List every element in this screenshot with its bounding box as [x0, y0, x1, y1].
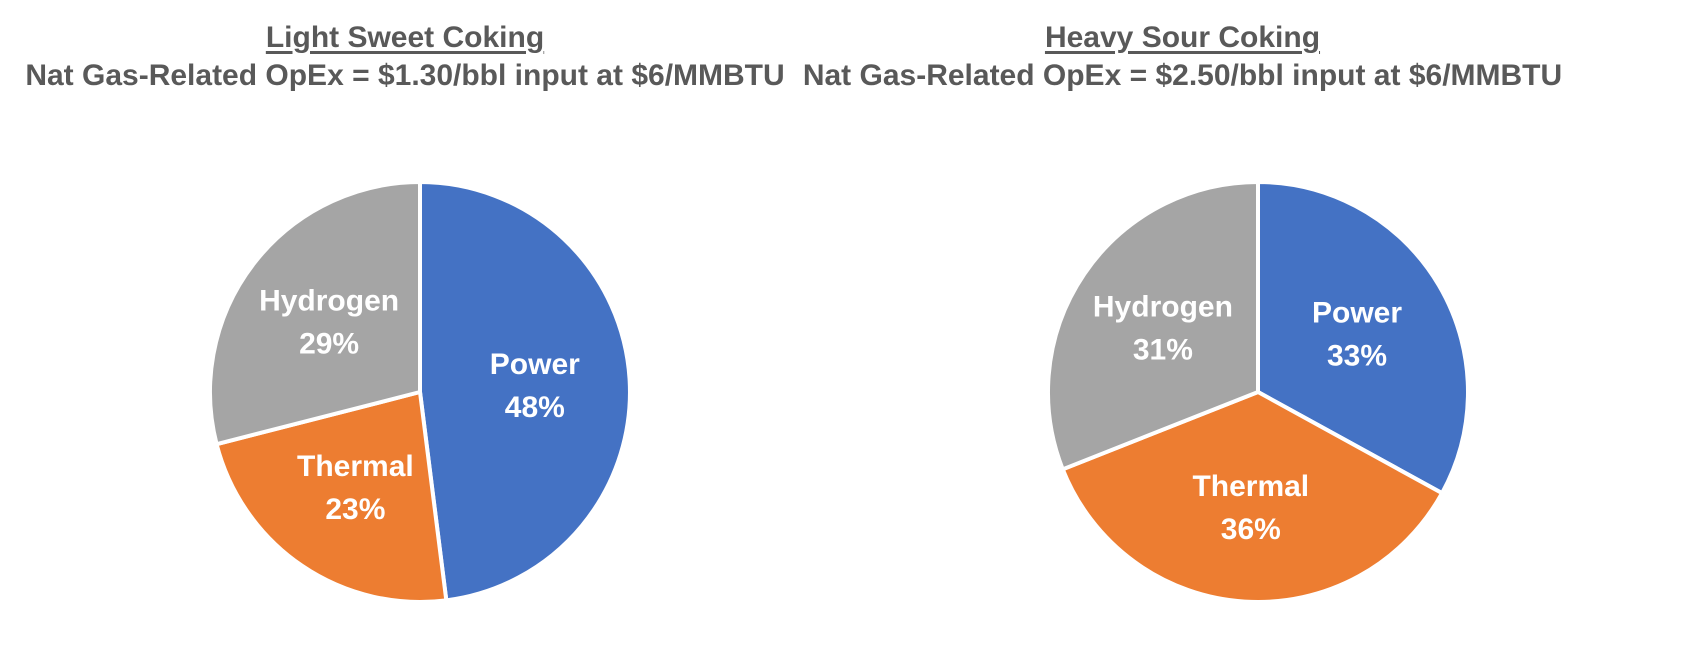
pie-slice-power: [418, 180, 632, 603]
left-chart-subtitle: Nat Gas-Related OpEx = $1.30/bbl input a…: [25, 59, 785, 92]
pie-chart-light-sweet-coking: Power 48% Thermal 23% Hydrogen 29%: [208, 180, 632, 604]
right-chart-title: Heavy Sour Coking: [1044, 21, 1321, 54]
left-chart-header: Light Sweet Coking Nat Gas-Related OpEx …: [15, 20, 795, 94]
right-chart-header: Heavy Sour Coking Nat Gas-Related OpEx =…: [800, 20, 1565, 94]
slice-label-power: Power 48%: [490, 348, 580, 424]
right-chart-subtitle: Nat Gas-Related OpEx = $2.50/bbl input a…: [802, 59, 1563, 92]
pie-slice-hydrogen: [1046, 180, 1260, 472]
pie-slice-power: [1256, 180, 1470, 496]
pie-slice-thermal: [1060, 390, 1445, 604]
slice-label-power: Power 33%: [1312, 297, 1402, 373]
slice-label-thermal: Thermal 23%: [297, 450, 414, 526]
pie-chart-heavy-sour-coking: Power 33% Thermal 36% Hydrogen 31%: [1046, 180, 1470, 604]
slice-label-thermal: Thermal 36%: [1192, 470, 1309, 546]
pie-slice-hydrogen: [208, 180, 422, 447]
slice-label-hydrogen: Hydrogen 29%: [259, 285, 399, 361]
slice-label-hydrogen: Hydrogen 31%: [1093, 290, 1233, 366]
pie-slice-thermal: [214, 390, 449, 604]
left-chart-title: Light Sweet Coking: [265, 21, 545, 54]
